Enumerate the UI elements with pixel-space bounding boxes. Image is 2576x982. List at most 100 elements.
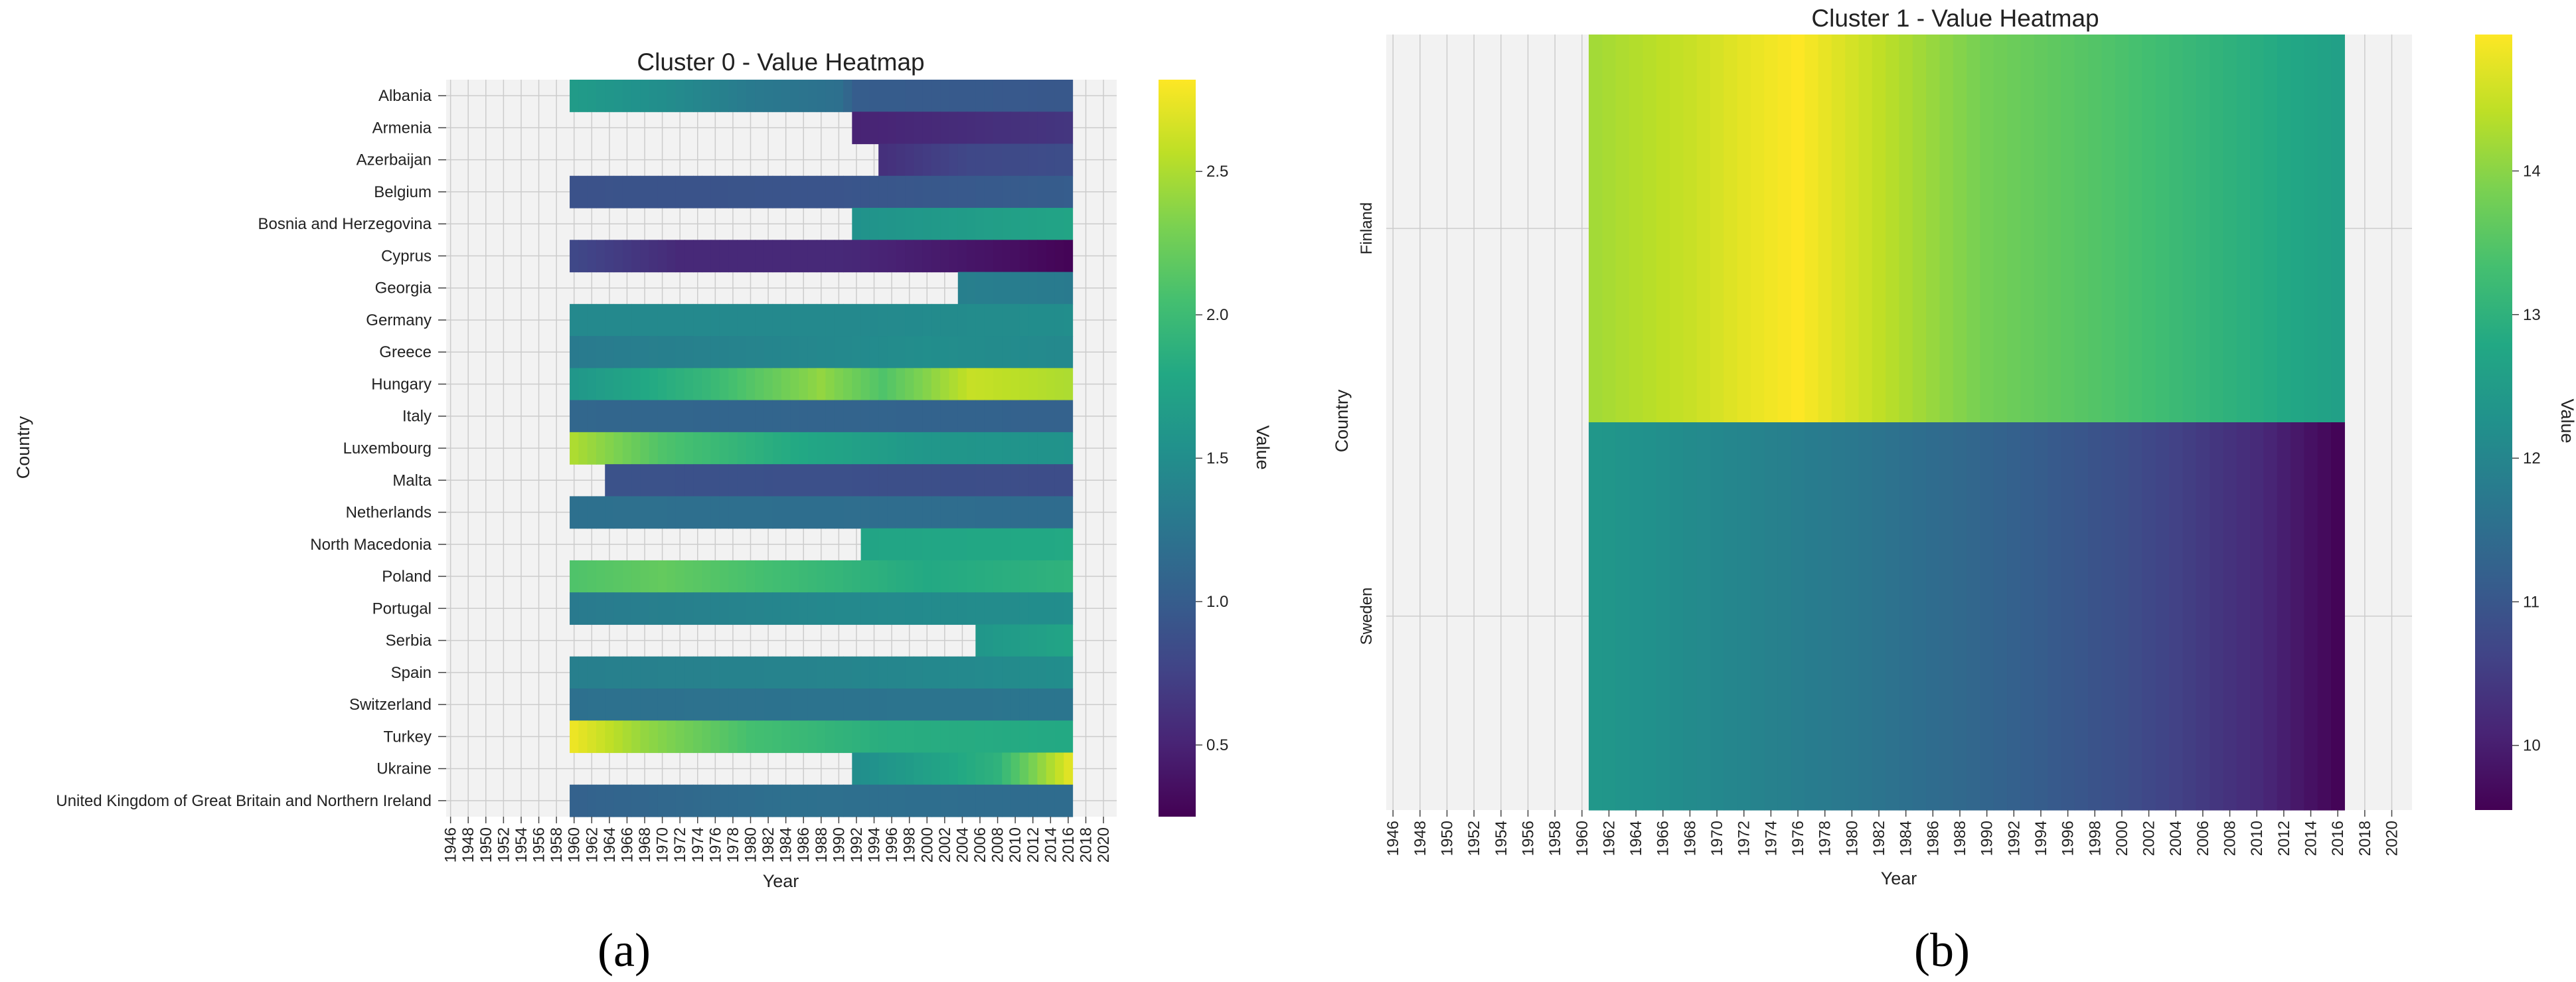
heatmap-cell [1037, 400, 1047, 433]
heatmap-cell [1054, 496, 1064, 529]
heatmap-cell [1899, 422, 1913, 811]
heatmap-cell [993, 336, 1003, 368]
heatmap-cell [984, 496, 994, 529]
heatmap-cell [984, 303, 994, 337]
heatmap-cell [622, 688, 632, 721]
x-tick-label: 2018 [1077, 827, 1095, 862]
heatmap-cell [984, 784, 994, 817]
x-tick-label: 2014 [2302, 821, 2320, 856]
heatmap-cell [905, 432, 914, 465]
heatmap-cell [622, 303, 632, 337]
heatmap-cell [640, 464, 650, 497]
heatmap-cell [993, 464, 1003, 497]
heatmap-cell [860, 656, 870, 689]
heatmap-cell [1845, 422, 1860, 811]
heatmap-cell [799, 175, 809, 208]
heatmap-cell [843, 336, 852, 368]
heatmap-cell [2155, 35, 2170, 423]
x-tick-label: 1984 [1897, 821, 1915, 856]
x-tick-label: 2000 [918, 827, 936, 862]
heatmap-cell [940, 143, 950, 177]
heatmap-cell [975, 143, 985, 177]
heatmap-cell [2007, 35, 2022, 423]
heatmap-cell [631, 464, 641, 497]
heatmap-cell [719, 303, 729, 337]
heatmap-cell [649, 80, 659, 112]
heatmap-cell [640, 496, 650, 529]
heatmap-cell [852, 720, 862, 754]
heatmap-cell [710, 592, 720, 625]
heatmap-cell [817, 560, 827, 593]
heatmap-cell [702, 464, 712, 497]
heatmap-cell [1046, 752, 1056, 785]
heatmap-cell [896, 240, 906, 273]
heatmap-cell [587, 592, 597, 625]
heatmap-cell [1037, 432, 1047, 465]
heatmap-cell [2304, 35, 2318, 423]
heatmap-cell [587, 496, 597, 529]
heatmap-cell [799, 784, 809, 817]
heatmap-cell [1064, 432, 1074, 465]
heatmap-cell [772, 175, 782, 208]
heatmap-cell [922, 400, 932, 433]
heatmap-cell [667, 688, 677, 721]
heatmap-cell [949, 560, 959, 593]
heatmap-cell [1028, 560, 1038, 593]
heatmap-cell [1028, 784, 1038, 817]
x-tick-label: 1958 [1546, 821, 1564, 856]
heatmap-cell [817, 175, 827, 208]
heatmap-cell [1054, 784, 1064, 817]
y-tick-label: Poland [382, 568, 432, 586]
heatmap-cell [817, 784, 827, 817]
heatmap-cell [1967, 35, 1981, 423]
heatmap-cell [1764, 422, 1779, 811]
heatmap-cell [1629, 35, 1643, 423]
heatmap-cell [2007, 422, 2022, 811]
heatmap-cell [737, 720, 747, 754]
heatmap-cell [684, 336, 694, 368]
heatmap-cell [737, 368, 747, 401]
heatmap-cell [764, 336, 773, 368]
heatmap-cell [649, 400, 659, 433]
heatmap-cell [596, 240, 605, 273]
heatmap-cell [675, 688, 685, 721]
y-tick-label: Turkey [384, 728, 432, 746]
heatmap-cell [728, 656, 738, 689]
heatmap-cell [807, 560, 817, 593]
heatmap-cell [914, 80, 924, 112]
heatmap-cell [922, 752, 932, 785]
x-tick-label: 1988 [813, 827, 831, 862]
heatmap-cell [1939, 35, 1954, 423]
heatmap-cell [922, 175, 932, 208]
heatmap-cell [896, 656, 906, 689]
heatmap-cell [869, 80, 879, 112]
heatmap-cell [1037, 624, 1047, 657]
heatmap-cell [799, 368, 809, 401]
heatmap-cell [807, 496, 817, 529]
heatmap-cell [975, 400, 985, 433]
heatmap-cell [1002, 688, 1012, 721]
heatmap-cell [975, 240, 985, 273]
y-tick-label: Ukraine [376, 760, 432, 778]
heatmap-cell [1046, 80, 1056, 112]
heatmap-cell [887, 303, 897, 337]
heatmap-cell [843, 496, 852, 529]
heatmap-cell [949, 175, 959, 208]
x-tick-label: 1992 [848, 827, 866, 862]
heatmap-cell [1696, 422, 1711, 811]
heatmap-cell [1683, 422, 1698, 811]
heatmap-cell [596, 496, 605, 529]
x-tick-label: 1988 [1951, 821, 1969, 856]
heatmap-cell [922, 688, 932, 721]
heatmap-cell [1777, 35, 1792, 423]
heatmap-cell [1831, 422, 1846, 811]
heatmap-cell [852, 400, 862, 433]
heatmap-cell [1054, 143, 1064, 177]
y-tick-label: Portugal [372, 600, 432, 617]
heatmap-cell [702, 496, 712, 529]
heatmap-cell [852, 303, 862, 337]
heatmap-cell [667, 303, 677, 337]
heatmap-cell [657, 720, 667, 754]
heatmap-cell [834, 592, 844, 625]
heatmap-cell [931, 368, 941, 401]
